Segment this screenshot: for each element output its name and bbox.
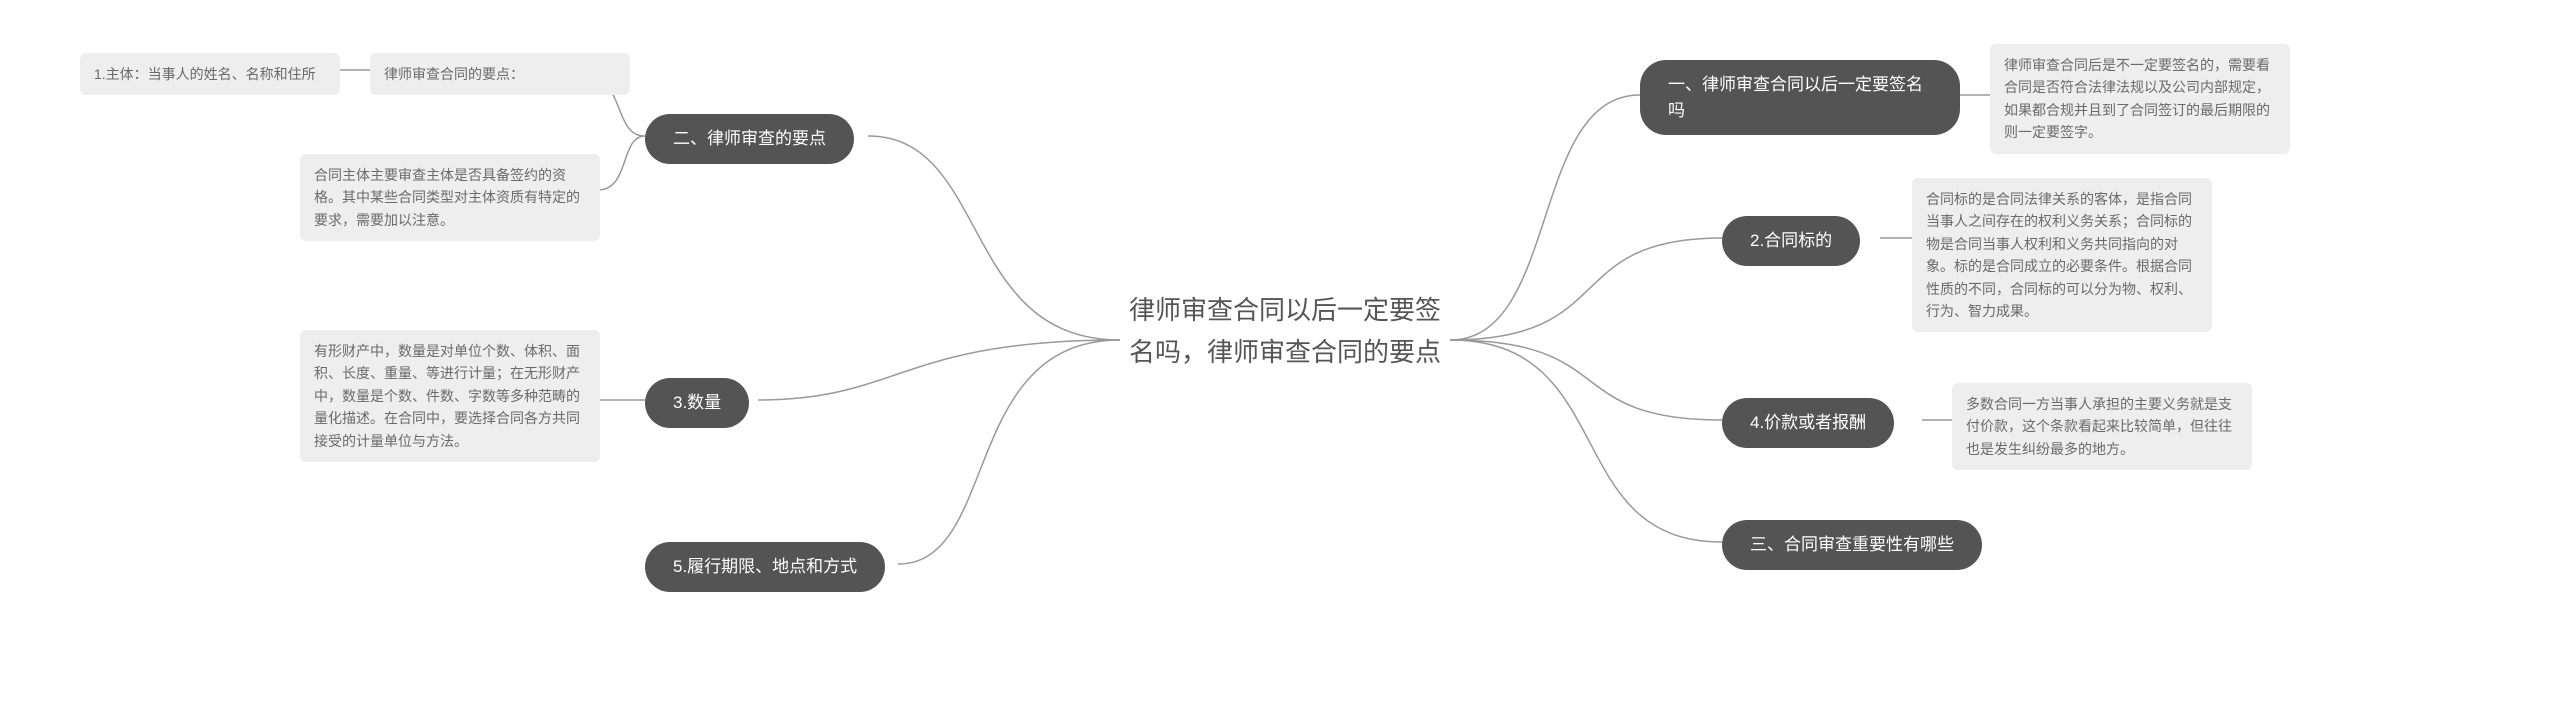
branch-l3: 5.履行期限、地点和方式 [645, 542, 885, 592]
leaf-r1: 律师审查合同后是不一定要签名的，需要看合同是否符合法律法规以及公司内部规定，如果… [1990, 44, 2290, 154]
branch-l1: 二、律师审查的要点 [645, 114, 854, 164]
leaf-r3: 多数合同一方当事人承担的主要义务就是支付价款，这个条款看起来比较简单，但往往也是… [1952, 383, 2252, 470]
leaf-r2: 合同标的是合同法律关系的客体，是指合同当事人之间存在的权利义务关系；合同标的物是… [1912, 178, 2212, 332]
center-node: 律师审查合同以后一定要签名吗，律师审查合同的要点 [1120, 290, 1450, 373]
leaf-l2: 有形财产中，数量是对单位个数、体积、面积、长度、重量、等进行计量；在无形财产中，… [300, 330, 600, 462]
branch-r2: 2.合同标的 [1722, 216, 1860, 266]
branch-r1: 一、律师审查合同以后一定要签名吗 [1640, 60, 1960, 135]
leaf-l1-0: 律师审查合同的要点： [370, 53, 630, 95]
leaf-l1-1: 合同主体主要审查主体是否具备签约的资格。其中某些合同类型对主体资质有特定的要求，… [300, 154, 600, 241]
leaf-l1-0-sub: 1.主体：当事人的姓名、名称和住所 [80, 53, 340, 95]
branch-r3: 4.价款或者报酬 [1722, 398, 1894, 448]
branch-r4: 三、合同审查重要性有哪些 [1722, 520, 1982, 570]
branch-l2: 3.数量 [645, 378, 749, 428]
